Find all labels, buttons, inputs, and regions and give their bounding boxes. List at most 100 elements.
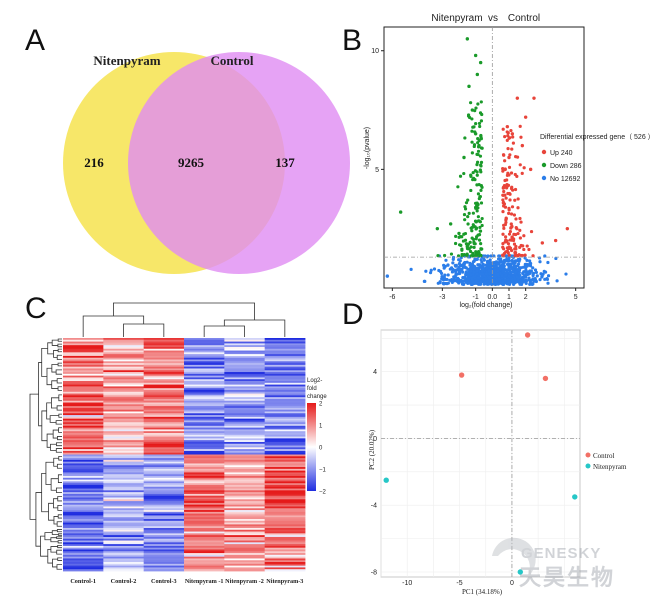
heatmap-cell — [184, 569, 225, 572]
heatmap-cell — [103, 529, 145, 532]
heatmap-cell — [143, 409, 185, 412]
dendrogram-branch — [57, 362, 62, 367]
heatmap-cell — [63, 563, 104, 567]
volcano-point-up — [529, 229, 534, 234]
volcano-point-up — [506, 242, 511, 246]
volcano-point-up — [507, 253, 511, 257]
volcano-point-down — [474, 206, 478, 210]
heatmap-cell — [103, 499, 145, 502]
heatmap-cell — [224, 463, 266, 466]
heatmap-column-label: Nitenpyram -2 — [225, 578, 264, 585]
heatmap-cell — [184, 409, 225, 412]
volcano-point-no — [495, 277, 499, 281]
volcano-point-up — [532, 96, 536, 100]
heatmap-cell — [184, 522, 225, 525]
heatmap-cell — [224, 560, 266, 563]
volcano-point-down — [456, 185, 460, 189]
volcano-point-no — [525, 258, 529, 262]
volcano-point-no — [528, 259, 532, 263]
volcano-point-up — [513, 187, 518, 192]
volcano-point-up — [523, 253, 527, 257]
volcano-point-no — [484, 263, 488, 267]
volcano-point-no — [496, 282, 500, 286]
volcano-point-up — [507, 211, 511, 215]
pca-axes: -10 -5 0 4 0 -4 -8 — [371, 369, 514, 587]
heatmap-cell — [264, 536, 306, 540]
volcano-x-tick-label: 1 — [507, 294, 511, 301]
heatmap-cell — [264, 445, 306, 448]
heatmap-cell — [143, 501, 185, 504]
heatmap-cell — [264, 479, 306, 482]
volcano-point-down — [479, 201, 484, 205]
heatmap-cell — [184, 468, 225, 472]
heatmap-cell — [224, 352, 266, 355]
volcano-point-down — [472, 241, 476, 246]
dendrogram-branch — [55, 487, 62, 493]
heatmap-cell — [184, 544, 225, 547]
heatmap-cell — [103, 382, 145, 385]
heatmap-cell — [143, 339, 185, 342]
heatmap-cell — [264, 398, 306, 402]
heatmap-cell — [63, 488, 104, 491]
colorbar-ticks: 2 1 0 −1 −2 — [319, 402, 327, 496]
heatmap-cell — [184, 422, 225, 425]
colorbar-tick-label: −1 — [319, 468, 327, 474]
heatmap-cell — [184, 551, 225, 554]
heatmap-cell — [224, 456, 266, 459]
heatmap-cell — [184, 443, 225, 446]
heatmap-cell — [184, 495, 225, 498]
heatmap-cell — [143, 484, 185, 488]
heatmap-cell — [143, 398, 185, 402]
heatmap-cell — [103, 425, 145, 429]
heatmap-cell — [63, 420, 104, 423]
heatmap-cell — [63, 527, 104, 531]
heatmap-cell — [264, 341, 306, 344]
heatmap-cell — [264, 404, 306, 407]
heatmap-cell — [264, 436, 306, 439]
volcano-point-up — [522, 234, 526, 238]
heatmap-cell — [63, 432, 104, 436]
heatmap-cell — [63, 345, 104, 348]
heatmap-cell — [63, 409, 104, 412]
heatmap-cell — [264, 565, 306, 568]
heatmap-cell — [184, 563, 225, 567]
heatmap-cell — [264, 348, 306, 351]
dendrogram-branch — [57, 343, 62, 348]
volcano-point-up — [515, 227, 519, 231]
heatmap-cell — [224, 345, 266, 348]
pca-point — [542, 375, 549, 382]
heatmap-cell — [224, 445, 266, 448]
heatmap-cell — [63, 558, 104, 561]
volcano-point-down — [473, 177, 477, 182]
heatmap-cell — [143, 375, 185, 378]
heatmap-cell — [143, 513, 185, 516]
volcano-point-up — [505, 138, 509, 142]
volcano-point-no — [510, 258, 514, 263]
volcano-point-up — [505, 178, 509, 182]
heatmap-cell — [103, 381, 145, 384]
heatmap-cell — [184, 504, 225, 507]
heatmap-cell — [143, 569, 185, 572]
heatmap-cell — [264, 422, 306, 425]
volcano-point-no — [507, 267, 511, 271]
heatmap-cell — [143, 397, 185, 400]
volcano-point-no — [453, 275, 457, 279]
genesky-watermark: GENESKY 天昊生物 — [492, 537, 613, 590]
heatmap-cell — [184, 424, 225, 427]
volcano-point-no — [528, 269, 532, 273]
heatmap-cell — [184, 406, 225, 409]
volcano-point-no — [471, 260, 476, 264]
heatmap-cell — [103, 486, 145, 489]
heatmap-cell — [264, 427, 306, 430]
volcano-point-no — [461, 270, 465, 274]
heatmap-cell — [224, 527, 266, 531]
heatmap-cell — [143, 395, 185, 398]
panel-a-letter: A — [25, 24, 45, 57]
heatmap-cell — [264, 461, 306, 464]
heatmap-cell — [264, 384, 306, 387]
heatmap-cell — [264, 527, 306, 531]
dendrogram-branch — [57, 338, 62, 342]
heatmap-cell — [184, 493, 225, 497]
heatmap-cell — [143, 411, 185, 414]
heatmap-cell — [63, 549, 104, 552]
